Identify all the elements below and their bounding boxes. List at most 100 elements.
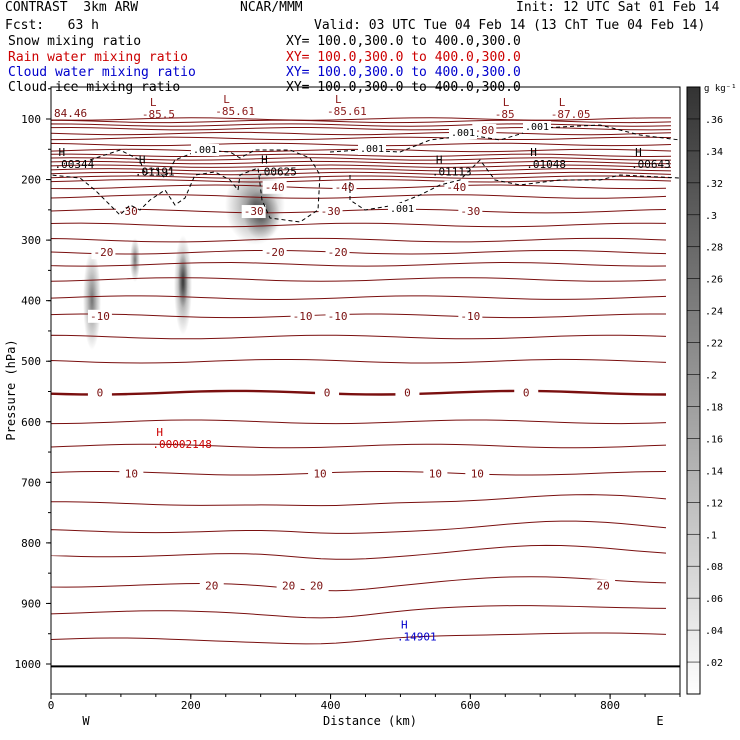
- extremum-letter: H: [530, 146, 537, 159]
- colorbar-tick-label: .34: [705, 147, 723, 158]
- isotherm-line: [51, 164, 672, 168]
- extremum-letter: H: [436, 154, 443, 167]
- isotherm-label-bg: [325, 246, 350, 260]
- isotherm-line: [51, 171, 672, 176]
- isotherm-label-bg: [458, 309, 483, 323]
- isotherm-line: [51, 262, 667, 267]
- isotherm-line: [51, 208, 667, 214]
- isotherm-label-bg: [115, 205, 140, 219]
- colorbar-tick-label: .1: [705, 530, 717, 541]
- y-axis-label: Pressure (hPa): [4, 339, 18, 440]
- isotherm-label: 10: [125, 467, 138, 480]
- extremum-letter: L: [223, 93, 230, 106]
- cloud-ice-contours: .001 .001 .001 .001 .001: [51, 121, 680, 223]
- isotherm-label: -80: [474, 124, 494, 137]
- cloud-ice-label: .001: [525, 122, 549, 133]
- y-tick-label: 400: [21, 295, 41, 308]
- field-cloudwater-name: Cloud water mixing ratio: [8, 65, 196, 80]
- isotherm-label: -30: [244, 205, 264, 218]
- center-name: NCAR/MMM: [240, 0, 303, 15]
- isotherm-line: [51, 142, 672, 147]
- isotherm-label-bg: [465, 467, 490, 481]
- isotherm-label-bg: [276, 579, 301, 593]
- isotherm-label-bg: [395, 386, 420, 400]
- isotherm-label: 0: [97, 387, 104, 400]
- extremum-value: .01048: [526, 158, 566, 171]
- isotherm-line: [51, 544, 667, 560]
- isotherm-label-bg: [444, 180, 469, 194]
- isotherm-label-bg: [87, 309, 112, 323]
- extremum-letter: L: [335, 93, 342, 106]
- isotherm-line: [51, 126, 672, 131]
- isotherm-line: [51, 249, 667, 255]
- field-rain-name: Rain water mixing ratio: [8, 50, 189, 65]
- isotherm-line: [51, 148, 672, 153]
- isotherm-line: [51, 131, 672, 136]
- isotherm-label-bg: [262, 180, 287, 194]
- y-tick-label: 600: [21, 416, 41, 429]
- y-tick-label: 200: [21, 174, 41, 187]
- extremum-value: .00344: [54, 158, 94, 171]
- isotherm-line: [51, 576, 667, 592]
- extremum-letter: L: [150, 96, 157, 109]
- y-tick-label: 500: [21, 355, 41, 368]
- isotherm-label: 20: [205, 579, 218, 592]
- isotherm-line: [51, 153, 672, 158]
- isotherm-line: [51, 175, 672, 179]
- y-tick-label: 800: [21, 537, 41, 550]
- colorbar-tick-label: .36: [705, 115, 723, 126]
- isotherm-label-bg: [423, 467, 448, 481]
- extremum-value: .01191: [135, 166, 175, 179]
- isotherm-label-bg: [308, 467, 333, 481]
- isotherm-label: -30: [118, 205, 138, 218]
- colorbar-tick-label: .3: [705, 211, 717, 222]
- x-tick-label: 0: [48, 699, 55, 712]
- isotherm-label-bg: [262, 246, 287, 260]
- cloud-ice-label-bg: [388, 203, 416, 215]
- cloud-ice-label-bg: [449, 127, 477, 139]
- extremum-value: .14901: [397, 631, 437, 644]
- extremum-letter: H: [261, 154, 268, 167]
- isotherm-line: [51, 119, 672, 124]
- x-end-right: E: [656, 714, 663, 728]
- colorbar-tick-label: .28: [705, 243, 723, 254]
- snow-shade-blob: [83, 250, 101, 350]
- temperature-contours: -80-40 -40 -40-30 -30 -30 -30-20 -20 -20-10 -10-…: [51, 117, 680, 668]
- extremum-letter: H: [635, 146, 642, 159]
- x-axis-label: Distance (km): [323, 714, 417, 728]
- isotherm-label-bg: [241, 205, 266, 219]
- extremum-value: .01113: [432, 166, 472, 179]
- isotherm-label-bg: [325, 309, 350, 323]
- y-tick-label: 100: [21, 113, 41, 126]
- isotherm-line: [51, 117, 672, 121]
- extremum-value: -85.5: [142, 108, 175, 121]
- x-tick-label: 600: [460, 699, 480, 712]
- extremum-value: -85: [495, 108, 515, 121]
- isotherm-label: 0: [404, 387, 411, 400]
- extremum-letter: L: [503, 96, 510, 109]
- isotherm-label: 0: [523, 387, 530, 400]
- isotherm-line: [51, 160, 672, 165]
- forecast-hour: Fcst: 63 h: [5, 18, 99, 33]
- isotherm-line: [51, 494, 667, 507]
- isotherm-label: -40: [446, 181, 466, 194]
- isotherm-line: [51, 237, 667, 243]
- cloud-ice-label: .001: [390, 204, 414, 215]
- cloud-ice-label: .001: [193, 145, 217, 156]
- isotherm-label: -30: [460, 205, 480, 218]
- isotherm-label-bg: [458, 205, 483, 219]
- extremum-value: .00643: [631, 158, 671, 171]
- colorbar-scale: [686, 86, 701, 695]
- snow-shade-blob: [130, 238, 140, 282]
- left-edge-value: 84.46: [54, 107, 87, 120]
- isotherm-label: 10: [429, 467, 442, 480]
- zero-isotherm: [51, 389, 667, 396]
- isotherm-line: [51, 605, 667, 619]
- isotherm-line: [51, 632, 667, 645]
- isotherm-label-bg: [315, 386, 340, 400]
- isotherm-line: [51, 136, 672, 141]
- extremum-letter: H: [58, 146, 65, 159]
- colorbar-tick-label: .06: [705, 594, 723, 605]
- colorbar-tick-label: .08: [705, 562, 723, 573]
